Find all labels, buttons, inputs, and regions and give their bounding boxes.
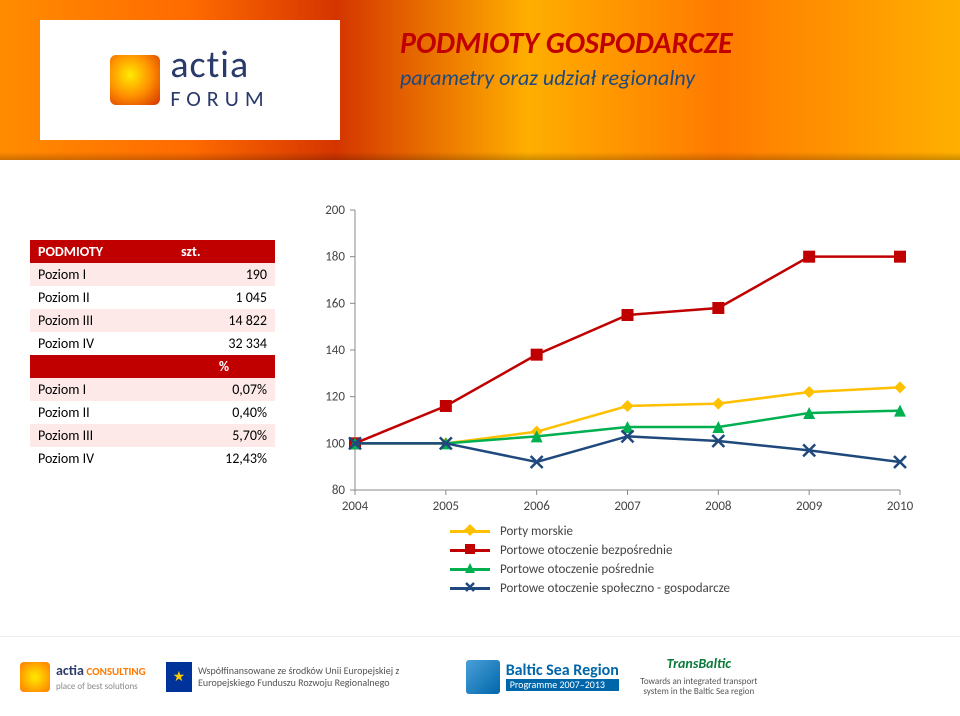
svg-text:100: 100 (325, 436, 345, 451)
logo-baltic-sea-region: Baltic Sea Region Programme 2007–2013 (466, 660, 619, 694)
logo-eu-funding: ★ Współfinansowane ze środków Unii Europ… (166, 662, 446, 692)
svg-text:2006: 2006 (523, 499, 550, 514)
content: PODMIOTYszt. Poziom I190Poziom II1 045Po… (0, 200, 960, 630)
svg-text:2005: 2005 (433, 499, 459, 514)
footer: actia CONSULTINGplace of best solutions … (0, 636, 960, 716)
table-row: Poziom IV12,43% (30, 447, 275, 470)
svg-text:120: 120 (325, 390, 345, 405)
logo-actia-forum: actia FORUM (40, 20, 340, 140)
legend-item: Portowe otoczenie społeczno - gospodarcz… (450, 581, 730, 596)
svg-text:80: 80 (332, 483, 346, 498)
th-label: PODMIOTY (30, 240, 173, 263)
legend-item: Portowe otoczenie bezpośrednie (450, 543, 730, 558)
table-row: Poziom I0,07% (30, 378, 275, 401)
svg-text:160: 160 (325, 296, 345, 311)
logo-sun-icon (110, 55, 160, 105)
page-title: PODMIOTY GOSPODARCZE (400, 25, 733, 62)
table-row: Poziom II1 045 (30, 286, 275, 309)
svg-text:200: 200 (325, 203, 345, 218)
eu-flag-icon: ★ (166, 662, 192, 692)
svg-text:2008: 2008 (705, 499, 732, 514)
chart-legend: Porty morskie Portowe otoczenie bezpośred… (450, 520, 730, 600)
table-row: Poziom III14 822 (30, 309, 275, 332)
data-table: PODMIOTYszt. Poziom I190Poziom II1 045Po… (0, 200, 300, 630)
table-row: Poziom I190 (30, 263, 275, 286)
svg-text:140: 140 (325, 343, 345, 358)
table-row: Poziom III5,70% (30, 424, 275, 447)
legend-item: Portowe otoczenie pośrednie (450, 562, 730, 577)
table-row: Poziom II0,40% (30, 401, 275, 424)
legend-item: Porty morskie (450, 524, 730, 539)
th-value: szt. (173, 240, 275, 263)
logo-actia-consulting: actia CONSULTINGplace of best solutions (20, 662, 146, 692)
svg-text:2010: 2010 (887, 499, 914, 514)
table-row: Poziom IV32 334 (30, 332, 275, 355)
logo-transbaltic: TransBaltic Towards an integrated transp… (639, 656, 759, 697)
svg-text:2004: 2004 (342, 499, 369, 514)
logo-forum: FORUM (170, 85, 269, 112)
svg-text:2007: 2007 (614, 499, 641, 514)
svg-text:2009: 2009 (796, 499, 823, 514)
logo-word: actia (170, 48, 249, 82)
svg-text:180: 180 (325, 250, 345, 265)
title-block: PODMIOTY GOSPODARCZE parametry oraz udzi… (400, 25, 733, 91)
th-pct: % (173, 355, 275, 378)
page-subtitle: parametry oraz udział regionalny (400, 64, 733, 91)
line-chart: 80 100 120 140 160 180 200 2004 2005 2006 2007 2008… (300, 200, 960, 630)
